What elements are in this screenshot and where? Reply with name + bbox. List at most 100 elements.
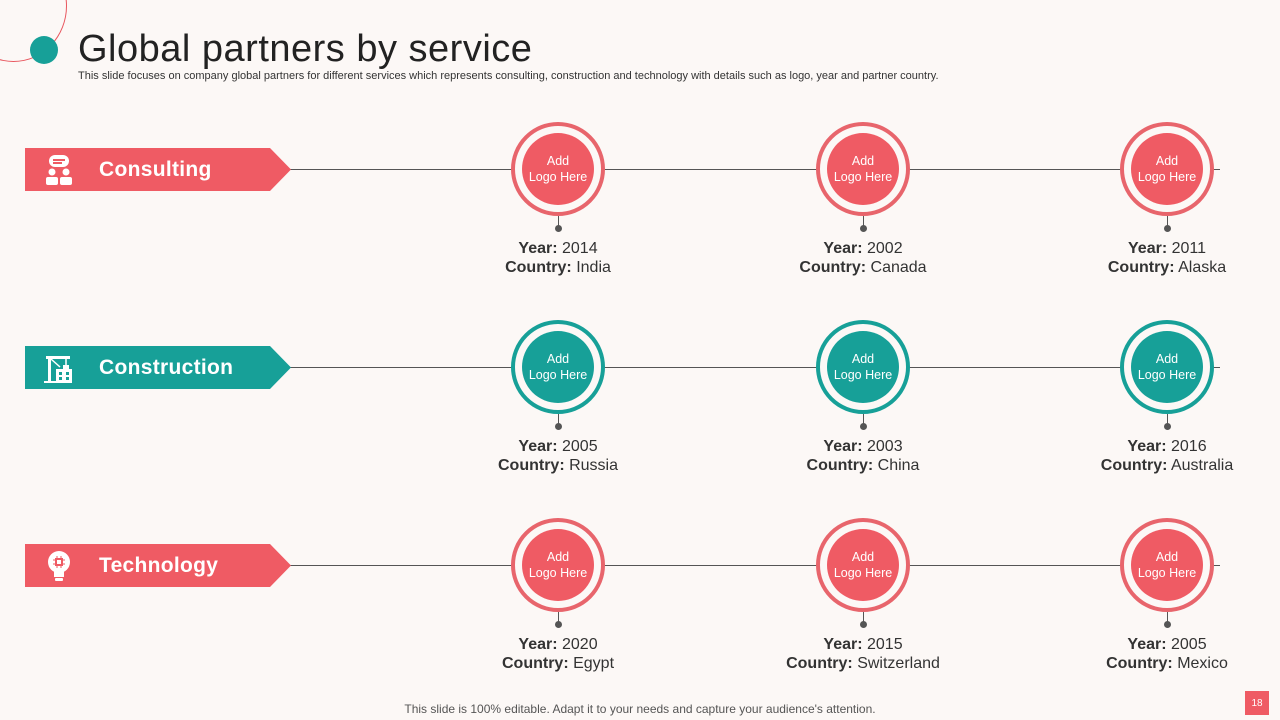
partner-node: Add Logo Here Year: 2020 Country: Egypt [478,518,638,673]
service-row-technology: Technology Add Logo Here Year: 2020 Coun… [0,518,1280,718]
service-tag-consulting: Consulting [25,148,291,191]
logo-placeholder-line2: Logo Here [1137,566,1197,580]
year-value: 2005 [562,438,598,455]
service-tag-technology: Technology [25,544,291,587]
logo-ring: Add Logo Here [1120,518,1214,612]
partner-node: Add Logo Here Year: 2002 Country: Canada [783,122,943,277]
year-value: 2003 [867,438,903,455]
lightbulb-chip-icon [39,546,79,586]
service-row-construction: Construction Add Logo Here Year: 2005 Co… [0,320,1280,520]
pin-dot [1163,423,1171,430]
partner-info: Year: 2011 Country: Alaska [1087,239,1247,277]
logo-placeholder-line2: Logo Here [833,566,893,580]
logo-placeholder[interactable]: Add Logo Here [1131,331,1203,403]
construction-crane-icon [39,348,79,388]
pin-dot [859,225,867,232]
pin-stem [1166,216,1168,226]
pin-dot [1163,621,1171,628]
logo-placeholder-line1: Add [1155,550,1179,564]
pin-stem [1166,612,1168,622]
logo-placeholder-line2: Logo Here [528,566,588,580]
pin-dot [1163,225,1171,232]
pin-stem [1166,414,1168,424]
logo-placeholder-line1: Add [546,352,570,366]
logo-ring: Add Logo Here [816,122,910,216]
logo-placeholder-line1: Add [546,154,570,168]
service-tag-construction: Construction [25,346,291,389]
year-value: 2014 [562,240,598,257]
country-label: Country: [1106,655,1173,672]
pin-stem [557,612,559,622]
logo-placeholder[interactable]: Add Logo Here [522,133,594,205]
country-value: Russia [569,457,618,474]
year-value: 2020 [562,636,598,653]
year-value: 2015 [867,636,903,653]
country-label: Country: [806,457,874,474]
logo-placeholder[interactable]: Add Logo Here [827,529,899,601]
decorative-dot [30,36,58,64]
year-value: 2005 [1171,636,1207,653]
logo-placeholder-line2: Logo Here [833,368,893,382]
country-value: India [576,259,611,276]
pin-stem [557,414,559,424]
page-title: Global partners by service [78,28,533,70]
partner-info: Year: 2002 Country: Canada [783,239,943,277]
logo-placeholder[interactable]: Add Logo Here [827,331,899,403]
country-value: Australia [1170,457,1234,474]
pin-dot [554,621,562,628]
country-label: Country: [786,655,853,672]
pin-stem [862,612,864,622]
footer-note: This slide is 100% editable. Adapt it to… [404,702,876,716]
logo-placeholder[interactable]: Add Logo Here [827,133,899,205]
pin-dot [554,225,562,232]
year-value: 2016 [1171,438,1207,455]
partner-node: Add Logo Here Year: 2015 Country: Switze… [783,518,943,673]
country-value: Mexico [1177,655,1228,672]
pin-dot [554,423,562,430]
logo-ring: Add Logo Here [511,518,605,612]
page-number: 18 [1245,691,1269,715]
logo-placeholder-line1: Add [851,550,875,564]
partner-info: Year: 2003 Country: China [783,437,943,475]
logo-placeholder-line2: Logo Here [1137,170,1197,184]
logo-placeholder-line1: Add [851,352,875,366]
pin-dot [859,621,867,628]
country-label: Country: [1100,457,1168,474]
logo-ring: Add Logo Here [1120,320,1214,414]
logo-ring: Add Logo Here [511,320,605,414]
pin-stem [557,216,559,226]
year-label: Year: [823,240,863,257]
year-label: Year: [1127,438,1167,455]
page-subtitle: This slide focuses on company global par… [78,70,939,82]
logo-placeholder-line2: Logo Here [833,170,893,184]
partner-info: Year: 2020 Country: Egypt [478,635,638,673]
consulting-team-icon [39,150,79,190]
country-label: Country: [799,259,867,276]
connector-line [280,169,1220,170]
service-label: Construction [99,355,234,379]
year-label: Year: [1128,240,1168,257]
logo-placeholder[interactable]: Add Logo Here [1131,529,1203,601]
logo-placeholder[interactable]: Add Logo Here [1131,133,1203,205]
logo-ring: Add Logo Here [511,122,605,216]
country-value: Switzerland [857,655,940,672]
partner-info: Year: 2015 Country: Switzerland [783,635,943,673]
year-label: Year: [518,438,558,455]
country-value: Alaska [1178,259,1227,276]
logo-placeholder-line2: Logo Here [1137,368,1197,382]
country-label: Country: [1107,259,1175,276]
year-label: Year: [823,636,863,653]
logo-placeholder-line1: Add [1155,154,1179,168]
logo-placeholder[interactable]: Add Logo Here [522,331,594,403]
logo-placeholder-line1: Add [1155,352,1179,366]
logo-placeholder-line2: Logo Here [528,368,588,382]
partner-node: Add Logo Here Year: 2005 Country: Mexico [1087,518,1247,673]
country-label: Country: [497,457,565,474]
connector-line [280,565,1220,566]
connector-line [280,367,1220,368]
country-value: Canada [870,259,927,276]
partner-node: Add Logo Here Year: 2014 Country: India [478,122,638,277]
logo-placeholder-line2: Logo Here [528,170,588,184]
logo-ring: Add Logo Here [1120,122,1214,216]
logo-placeholder[interactable]: Add Logo Here [522,529,594,601]
